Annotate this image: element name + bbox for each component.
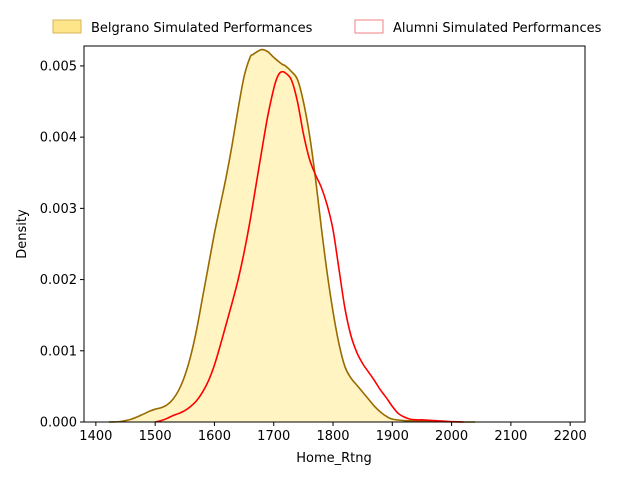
legend-swatch-alumni: [354, 19, 384, 34]
axes-frame: [83, 45, 586, 423]
y-tick-label: 0.002: [40, 273, 77, 288]
y-tick-label: 0.003: [40, 202, 77, 217]
x-tick-label: 1800: [316, 429, 349, 444]
x-tick-label: 2000: [435, 429, 468, 444]
y-axis: 0.000 0.001 0.002 0.003 0.004 0.005: [40, 59, 84, 431]
series-line-0: [108, 48, 476, 423]
y-axis-label: Density: [15, 209, 30, 259]
x-tick-label: 2100: [494, 429, 527, 444]
series-area-0: [108, 49, 476, 423]
legend-swatch-belgrano: [52, 19, 82, 34]
x-tick-label: 1500: [139, 429, 172, 444]
y-tick-label: 0.000: [40, 416, 77, 431]
y-tick-label: 0.004: [40, 131, 77, 146]
legend-label-alumni: Alumni Simulated Performances: [393, 21, 602, 36]
y-tick-label: 0.001: [40, 344, 77, 359]
x-axis-label: Home_Rtng: [296, 451, 372, 466]
y-tick-label: 0.005: [40, 59, 77, 74]
x-tick-label: 1700: [257, 429, 290, 444]
legend: Belgrano Simulated Performances Alumni S…: [52, 19, 602, 36]
x-axis: 1400 1500 1600 1700 1800 1900 2000 2100 2200: [79, 422, 587, 444]
x-tick-label: 1400: [79, 429, 112, 444]
plot-area: [108, 48, 476, 423]
series-line-1: [154, 70, 464, 423]
x-tick-label: 1600: [198, 429, 231, 444]
x-tick-label: 1900: [376, 429, 409, 444]
legend-label-belgrano: Belgrano Simulated Performances: [91, 21, 313, 36]
x-tick-label: 2200: [554, 429, 587, 444]
